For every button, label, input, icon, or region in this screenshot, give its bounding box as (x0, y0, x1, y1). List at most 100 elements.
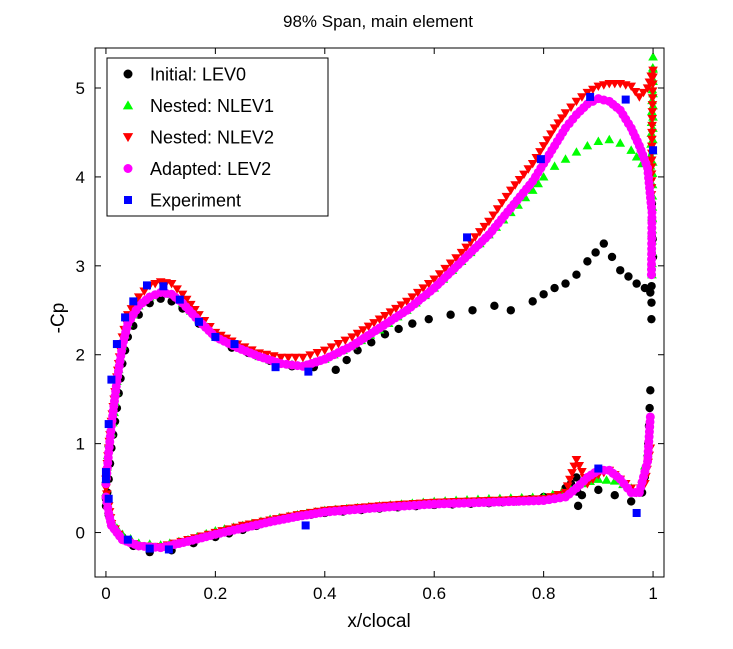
data-point (474, 228, 485, 237)
data-point (412, 288, 423, 298)
data-point (429, 275, 440, 284)
y-tick-label: 4 (76, 168, 85, 187)
legend-label: Adapted: LEV2 (150, 159, 271, 179)
data-point (626, 145, 637, 154)
data-point (562, 482, 573, 491)
data-point (647, 80, 658, 89)
series-4 (101, 92, 658, 554)
data-point (560, 154, 571, 163)
data-point (230, 340, 239, 349)
data-point (607, 252, 617, 262)
data-point (573, 501, 583, 511)
data-point (181, 295, 192, 305)
data-point (647, 128, 657, 138)
legend-marker (123, 69, 133, 79)
data-point (599, 239, 609, 248)
data-point (647, 87, 658, 96)
data-point (647, 94, 658, 103)
data-point (538, 172, 549, 181)
data-point (479, 222, 490, 232)
data-point (418, 284, 429, 293)
data-point (648, 52, 658, 61)
data-point (319, 346, 330, 356)
data-point (647, 135, 657, 145)
y-tick-label: 0 (76, 524, 85, 543)
x-tick-label: 0.8 (532, 584, 556, 603)
data-point (484, 217, 494, 227)
data-point (646, 156, 657, 165)
data-point (468, 306, 477, 315)
data-point (582, 140, 593, 150)
data-point (175, 295, 184, 304)
data-point (112, 340, 121, 349)
data-point (367, 338, 376, 347)
data-point (394, 324, 403, 334)
data-point (340, 336, 351, 346)
data-point (446, 310, 455, 319)
legend-label: Experiment (150, 191, 241, 211)
data-point (647, 298, 656, 307)
data-point (363, 322, 374, 332)
data-point (523, 165, 534, 174)
data-point (501, 192, 512, 202)
data-point (342, 355, 351, 365)
data-point (560, 109, 571, 118)
data-point (647, 115, 658, 124)
data-point (645, 403, 654, 413)
data-point (631, 152, 642, 161)
data-point (647, 121, 657, 131)
data-point (101, 475, 110, 484)
legend-label: Nested: NLEV1 (150, 96, 274, 116)
data-point (211, 332, 220, 341)
data-point (571, 456, 582, 465)
data-point (591, 248, 600, 257)
data-point (312, 349, 323, 358)
data-point (133, 293, 144, 302)
data-point (333, 339, 344, 349)
data-point (649, 146, 658, 155)
data-point (572, 270, 581, 279)
data-point (470, 233, 481, 242)
data-point (538, 142, 549, 151)
data-point (276, 353, 286, 363)
data-point (490, 301, 499, 311)
data-point (553, 119, 564, 128)
data-point (542, 136, 553, 145)
data-point (549, 124, 560, 133)
data-point (574, 462, 585, 471)
data-point (535, 148, 545, 157)
data-point (301, 521, 310, 530)
data-point (166, 279, 177, 289)
data-point (610, 491, 619, 500)
data-point (528, 297, 537, 306)
data-point (632, 508, 641, 517)
data-point (586, 92, 595, 101)
data-point (648, 73, 658, 82)
data-point (456, 248, 467, 258)
x-axis-title: x/clocal (347, 611, 410, 632)
legend-marker (124, 196, 132, 204)
data-point (577, 468, 587, 477)
data-point (626, 497, 636, 506)
data-point (385, 308, 396, 317)
data-point (347, 333, 357, 342)
data-point (424, 314, 433, 324)
data-point (352, 329, 363, 339)
data-point (391, 304, 401, 314)
data-point (647, 101, 658, 110)
data-point (129, 297, 138, 306)
data-point (283, 353, 294, 363)
data-point (519, 170, 529, 180)
data-point (642, 84, 653, 93)
data-point (290, 353, 301, 363)
data-point (565, 475, 575, 485)
data-point (121, 313, 130, 322)
data-point (164, 545, 173, 554)
data-point (615, 138, 626, 147)
data-markers (101, 52, 658, 557)
data-point (536, 155, 545, 164)
data-point (369, 319, 379, 328)
data-point (638, 88, 649, 98)
data-point (304, 367, 313, 376)
chart-title: 98% Span, main element (283, 12, 473, 31)
